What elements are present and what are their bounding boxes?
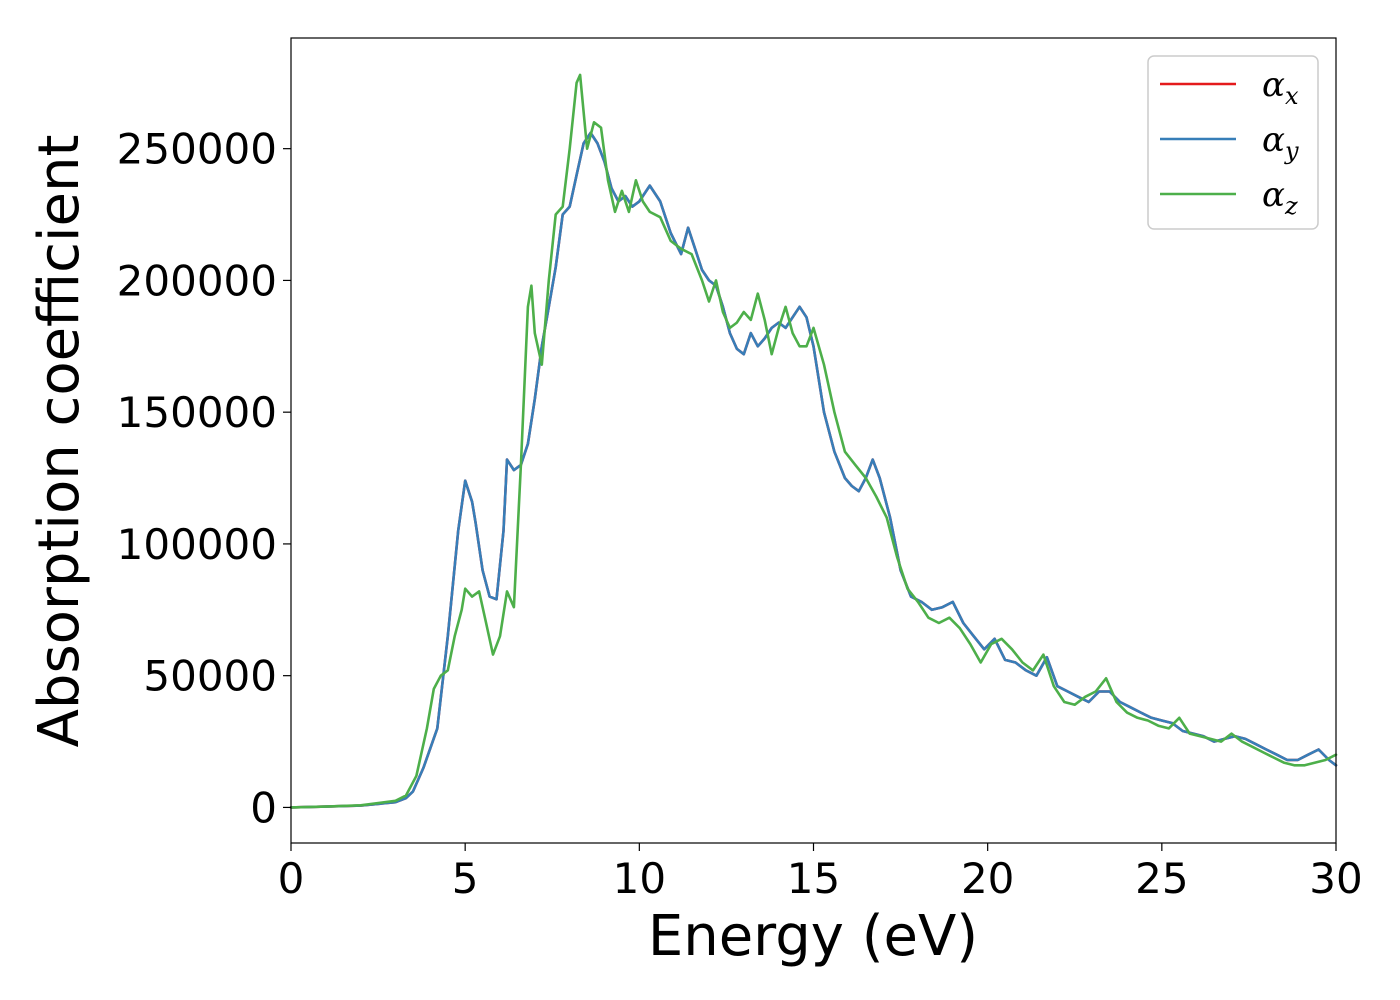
legend-box bbox=[1147, 55, 1319, 230]
y-tick-label: 250000 bbox=[117, 125, 277, 174]
series-line-alpha-y bbox=[289, 131, 1338, 809]
x-tick-label: 15 bbox=[787, 854, 840, 903]
x-axis-title: Energy (eV) bbox=[648, 904, 978, 969]
y-tick-label: 50000 bbox=[143, 652, 277, 701]
legend-label-alpha-z: αz bbox=[1262, 175, 1298, 220]
x-tick-label: 25 bbox=[1135, 854, 1188, 903]
legend-label-alpha-x: αx bbox=[1262, 65, 1299, 110]
x-tick-label: 20 bbox=[961, 854, 1014, 903]
y-tick-label: 0 bbox=[250, 783, 277, 832]
y-tick-label: 100000 bbox=[117, 520, 277, 569]
series-line-alpha-x bbox=[289, 131, 1338, 809]
x-tick-label: 0 bbox=[278, 854, 305, 903]
y-tick-label: 150000 bbox=[117, 388, 277, 437]
x-tick-label: 30 bbox=[1309, 854, 1362, 903]
x-tick-label: 5 bbox=[452, 854, 479, 903]
series-lines bbox=[289, 73, 1338, 809]
x-axis-ticks: 0 5 10 15 20 25 30 bbox=[278, 843, 1363, 903]
legend: αx αy αz bbox=[1147, 55, 1319, 230]
x-tick-label: 10 bbox=[613, 854, 666, 903]
y-tick-label: 200000 bbox=[117, 256, 277, 305]
legend-label-alpha-y: αy bbox=[1262, 120, 1299, 165]
series-line-alpha-z bbox=[289, 73, 1338, 809]
y-axis-ticks: 0 50000 100000 150000 200000 250000 bbox=[117, 125, 291, 832]
y-axis-title: Absorption coefficient bbox=[27, 135, 92, 748]
